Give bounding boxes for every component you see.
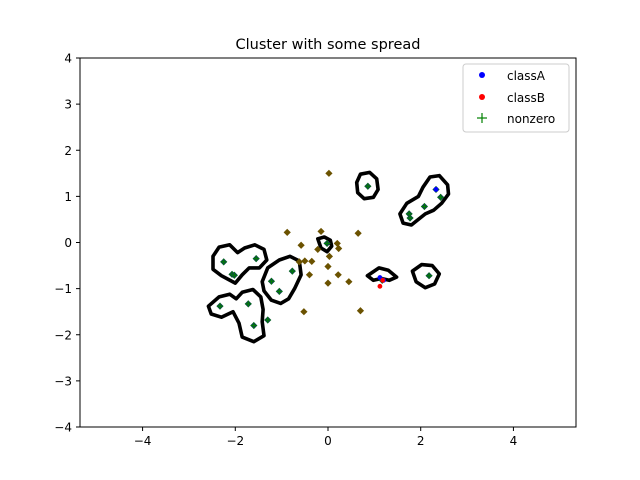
data-point-nonzero (437, 194, 444, 201)
data-point-classB (380, 277, 386, 283)
data-point-filler (300, 308, 308, 316)
y-tick-label: 0 (64, 236, 72, 250)
y-tick-label: −3 (54, 374, 72, 388)
data-point-nonzero (231, 272, 238, 279)
data-point-nonzero (245, 300, 252, 307)
data-point-filler (333, 239, 341, 248)
data-point-nonzero (268, 278, 275, 285)
data-point-nonzero (250, 322, 257, 329)
legend-marker-nonzero (477, 113, 487, 123)
y-tick-label: −1 (54, 282, 72, 296)
contour-layer (206, 170, 451, 344)
legend-label-classB: classB (507, 91, 545, 105)
data-point-nonzero (264, 316, 271, 323)
data-point-filler (345, 278, 353, 286)
data-point-nonzero (324, 240, 331, 247)
data-point-filler (354, 229, 362, 237)
x-tick-label: 0 (324, 434, 332, 448)
data-point-nonzero (407, 215, 414, 222)
data-point-filler (308, 257, 316, 266)
y-tick-label: −4 (54, 421, 72, 435)
x-tick-label: 4 (510, 434, 518, 448)
data-point-nonzero (216, 303, 223, 310)
data-point-nonzero (276, 288, 283, 295)
data-point-filler (325, 169, 333, 177)
contour-0 (354, 170, 380, 201)
y-tick-label: −2 (54, 328, 72, 342)
data-point-filler (324, 262, 332, 271)
contour-5 (260, 254, 303, 306)
data-point-filler (314, 245, 322, 254)
contour-6 (365, 266, 399, 283)
data-point-filler (295, 258, 303, 266)
data-point-nonzero (421, 203, 428, 210)
data-point-classB (377, 283, 383, 289)
y-tick-label: 1 (64, 190, 72, 204)
data-point-nonzero (364, 183, 371, 190)
legend-label-nonzero: nonzero (507, 112, 555, 126)
legend-label-classA: classA (507, 69, 546, 83)
data-point-filler (324, 279, 332, 287)
points-layer (216, 169, 445, 330)
data-point-filler (297, 241, 305, 249)
data-point-filler (301, 257, 309, 265)
legend-marker-classA (479, 72, 485, 78)
data-point-nonzero (220, 258, 227, 265)
contour-7 (410, 262, 442, 290)
data-point-nonzero (289, 268, 296, 275)
data-point-filler (317, 227, 325, 236)
data-point-nonzero (253, 255, 260, 262)
legend-box (462, 63, 570, 133)
data-point-nonzero (426, 272, 433, 279)
contour-4 (206, 287, 266, 344)
data-point-filler (335, 244, 343, 253)
x-tick-label: −2 (226, 434, 244, 448)
contour-3 (211, 243, 269, 285)
data-point-filler (305, 271, 314, 279)
legend-marker-classB (479, 94, 485, 100)
data-point-filler (356, 307, 365, 315)
data-point-filler (283, 228, 291, 236)
x-tick-label: −4 (134, 434, 152, 448)
y-tick-label: 2 (64, 144, 72, 158)
y-tick-label: 4 (64, 52, 72, 66)
data-point-filler (325, 252, 333, 260)
x-tick-label: 2 (417, 434, 425, 448)
legend: classA classB nonzero (462, 63, 570, 133)
y-axis-ticks: −4 −3 −2 −1 0 1 2 3 4 (54, 52, 80, 435)
x-axis-ticks: −4 −2 0 2 4 (134, 427, 518, 448)
chart-title: Cluster with some spread (236, 37, 421, 53)
data-point-classA (433, 187, 439, 192)
data-point-filler (334, 271, 342, 279)
y-tick-label: 3 (64, 98, 72, 112)
contour-1 (398, 173, 451, 227)
contour-2 (316, 235, 334, 254)
